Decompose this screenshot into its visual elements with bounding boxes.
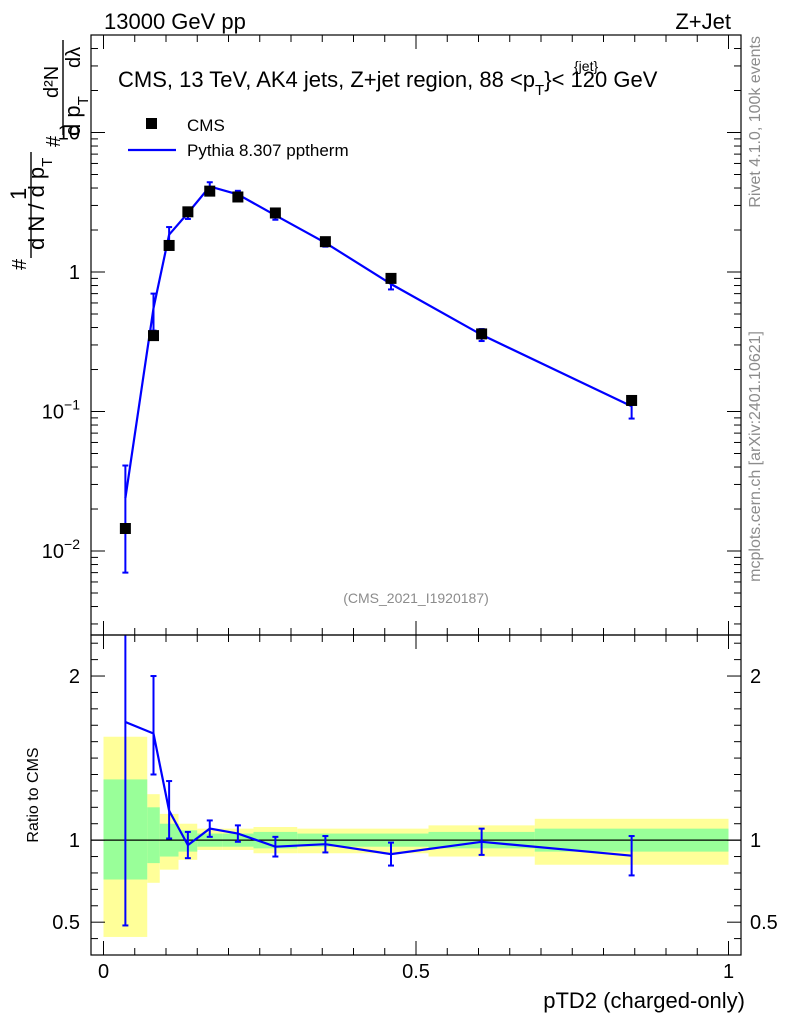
legend-cms-label: CMS <box>187 116 225 135</box>
ylabel-dN: d N / d p <box>24 167 49 250</box>
ratio-y-tick-label-right: 0.5 <box>750 912 778 934</box>
ratio-y-tick-label: 1 <box>69 830 80 852</box>
ratio-panel-frame <box>90 634 742 956</box>
ratio-x-tick-label: 0.5 <box>402 961 430 983</box>
ylabel-dpT: d pT <box>60 96 92 136</box>
cms-point <box>163 239 175 251</box>
rivet-label: Rivet 4.1.0, 100k events <box>747 36 764 208</box>
cms-point <box>269 207 281 219</box>
ylabel-d2N: d²N <box>41 66 63 98</box>
legend-pythia-label: Pythia 8.307 pptherm <box>187 141 349 160</box>
cms-point <box>385 272 397 284</box>
ratio-y-tick-label-right: 1 <box>750 830 761 852</box>
ratio-y-tick-label-right: 2 <box>750 666 761 688</box>
ratio-panel: 0.5 0.5 1 1 2 2 0 0.5 1 Ratio to CMS pTD2 (charg… <box>25 634 778 1013</box>
ylabel-dp: d p <box>60 105 85 136</box>
pythia-line <box>124 185 633 499</box>
analysis-watermark: (CMS_2021_I1920187) <box>343 590 489 606</box>
legend-cms-marker <box>146 118 157 129</box>
ratio-xlabel: pTD2 (charged-only) <box>543 988 745 1013</box>
ylabel-numerator-one: 1 <box>6 188 31 200</box>
mcplots-label: mcplots.cern.ch [arXiv:2401.10621] <box>747 331 764 582</box>
ylabel-T-sub-2: T <box>75 96 92 105</box>
ylabel-dlambda: dλ <box>63 47 85 68</box>
ylabel-hash-1: # <box>9 258 31 270</box>
main-title-sub: T <box>535 82 544 99</box>
cms-point <box>182 206 194 218</box>
cms-point <box>626 394 638 406</box>
ratio-x-tick-label: 1 <box>723 961 734 983</box>
main-title-rest: }< 120 GeV <box>544 67 657 92</box>
ratio-ylabel: Ratio to CMS <box>25 747 42 842</box>
main-series <box>119 181 638 574</box>
tick-exponent: −2 <box>64 536 80 552</box>
ratio-y-tick-label: 0.5 <box>52 912 80 934</box>
tick-base: 10 <box>42 541 64 563</box>
cms-point <box>148 330 159 342</box>
tick-exponent: −1 <box>64 397 80 413</box>
main-y-tick-label: 10−2 <box>42 536 80 563</box>
cms-point <box>119 523 131 535</box>
ratio-x-tick-label: 0 <box>98 961 109 983</box>
header-right: Z+Jet <box>675 9 731 34</box>
main-title-text: CMS, 13 TeV, AK4 jets, Z+jet region, 88 … <box>118 67 535 92</box>
stat-uncertainty-band <box>147 807 160 864</box>
main-y-tick-label: 1 <box>69 262 80 284</box>
ratio-series <box>122 635 635 927</box>
tick-base: 10 <box>42 402 64 424</box>
cms-point <box>476 328 488 340</box>
main-ylabel: # d N / d pT 1 # d pT d²N dλ <box>6 40 92 270</box>
ratio-y-tick-label: 2 <box>69 666 80 688</box>
cms-point <box>204 185 216 197</box>
cms-point <box>232 191 244 203</box>
main-title-sup: {jet} <box>574 58 598 74</box>
ylabel-denominator: d N / d pT <box>24 158 56 250</box>
main-title: CMS, 13 TeV, AK4 jets, Z+jet region, 88 … <box>118 67 658 99</box>
ratio-panel-ticks: 0.5 0.5 1 1 2 2 0 0.5 1 <box>52 635 778 983</box>
header-left: 13000 GeV pp <box>104 9 246 34</box>
ylabel-hash-2: # <box>43 135 65 147</box>
cms-point <box>319 236 331 248</box>
main-y-tick-label: 10−1 <box>42 397 80 424</box>
ylabel-T-sub-1: T <box>39 158 56 167</box>
